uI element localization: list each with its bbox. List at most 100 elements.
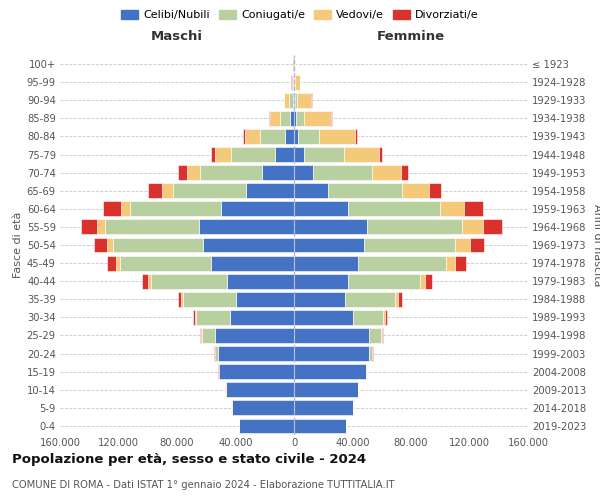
Bar xyxy=(178,165,187,180)
Bar xyxy=(275,147,294,162)
Bar xyxy=(319,129,355,144)
Bar xyxy=(107,238,113,252)
Bar xyxy=(195,310,196,325)
Bar xyxy=(215,346,218,361)
Text: Femmine: Femmine xyxy=(377,30,445,43)
Bar xyxy=(232,400,294,415)
Bar xyxy=(294,292,345,306)
Bar xyxy=(294,346,368,361)
Bar xyxy=(440,202,464,216)
Bar xyxy=(284,93,289,108)
Bar xyxy=(106,220,199,234)
Bar xyxy=(372,346,373,361)
Bar xyxy=(148,274,151,288)
Bar xyxy=(173,184,246,198)
Text: COMUNE DI ROMA - Dati ISTAT 1° gennaio 2024 - Elaborazione TUTTITALIA.IT: COMUNE DI ROMA - Dati ISTAT 1° gennaio 2… xyxy=(12,480,395,490)
Bar xyxy=(364,238,455,252)
Bar xyxy=(227,274,294,288)
Bar xyxy=(269,111,270,126)
Bar xyxy=(295,93,297,108)
Bar xyxy=(161,184,173,198)
Bar xyxy=(246,184,294,198)
Bar xyxy=(455,256,466,270)
Bar xyxy=(239,418,294,434)
Y-axis label: Fasce di età: Fasce di età xyxy=(13,212,23,278)
Bar xyxy=(313,165,371,180)
Bar xyxy=(345,292,395,306)
Bar xyxy=(470,238,484,252)
Bar xyxy=(402,184,428,198)
Bar xyxy=(285,129,294,144)
Bar xyxy=(462,220,482,234)
Bar xyxy=(398,292,402,306)
Bar xyxy=(294,147,304,162)
Bar xyxy=(215,328,294,343)
Bar xyxy=(294,111,296,126)
Bar xyxy=(293,93,294,108)
Bar xyxy=(262,165,294,180)
Bar xyxy=(298,129,319,144)
Bar xyxy=(294,328,368,343)
Bar xyxy=(199,220,294,234)
Bar xyxy=(294,274,348,288)
Bar xyxy=(428,184,441,198)
Bar xyxy=(226,382,294,397)
Bar xyxy=(270,111,280,126)
Bar xyxy=(294,220,367,234)
Bar xyxy=(365,364,367,379)
Bar xyxy=(130,202,221,216)
Bar xyxy=(294,238,364,252)
Bar xyxy=(148,184,161,198)
Bar xyxy=(420,274,425,288)
Bar xyxy=(113,238,203,252)
Bar xyxy=(383,310,385,325)
Bar xyxy=(382,328,383,343)
Bar xyxy=(355,129,356,144)
Legend: Celibi/Nubili, Coniugati/e, Vedovi/e, Divorziati/e: Celibi/Nubili, Coniugati/e, Vedovi/e, Di… xyxy=(117,6,483,25)
Bar xyxy=(371,165,401,180)
Bar xyxy=(295,74,299,90)
Bar xyxy=(296,111,304,126)
Bar xyxy=(211,147,215,162)
Bar xyxy=(151,274,227,288)
Bar xyxy=(107,256,116,270)
Bar xyxy=(245,129,260,144)
Bar xyxy=(304,147,344,162)
Bar xyxy=(196,310,230,325)
Bar xyxy=(116,256,120,270)
Bar xyxy=(368,346,371,361)
Bar xyxy=(294,165,313,180)
Text: Maschi: Maschi xyxy=(151,30,203,43)
Bar xyxy=(294,418,346,434)
Bar xyxy=(218,364,220,379)
Bar xyxy=(230,310,294,325)
Bar xyxy=(348,202,440,216)
Bar xyxy=(221,202,294,216)
Bar xyxy=(294,400,353,415)
Bar xyxy=(203,238,294,252)
Bar xyxy=(294,184,328,198)
Bar xyxy=(358,256,446,270)
Bar xyxy=(294,382,358,397)
Bar xyxy=(289,93,293,108)
Bar xyxy=(455,238,470,252)
Bar xyxy=(294,310,353,325)
Bar xyxy=(446,256,455,270)
Bar xyxy=(202,328,215,343)
Bar xyxy=(294,129,298,144)
Bar xyxy=(294,364,365,379)
Bar xyxy=(482,220,502,234)
Bar xyxy=(395,292,398,306)
Bar xyxy=(142,274,148,288)
Bar xyxy=(328,184,402,198)
Bar xyxy=(290,111,294,126)
Bar xyxy=(425,274,432,288)
Bar xyxy=(379,147,382,162)
Text: Popolazione per età, sesso e stato civile - 2024: Popolazione per età, sesso e stato civil… xyxy=(12,452,366,466)
Bar xyxy=(218,346,294,361)
Bar xyxy=(292,74,293,90)
Bar xyxy=(294,256,358,270)
Bar xyxy=(381,328,382,343)
Bar xyxy=(200,165,262,180)
Bar xyxy=(81,220,97,234)
